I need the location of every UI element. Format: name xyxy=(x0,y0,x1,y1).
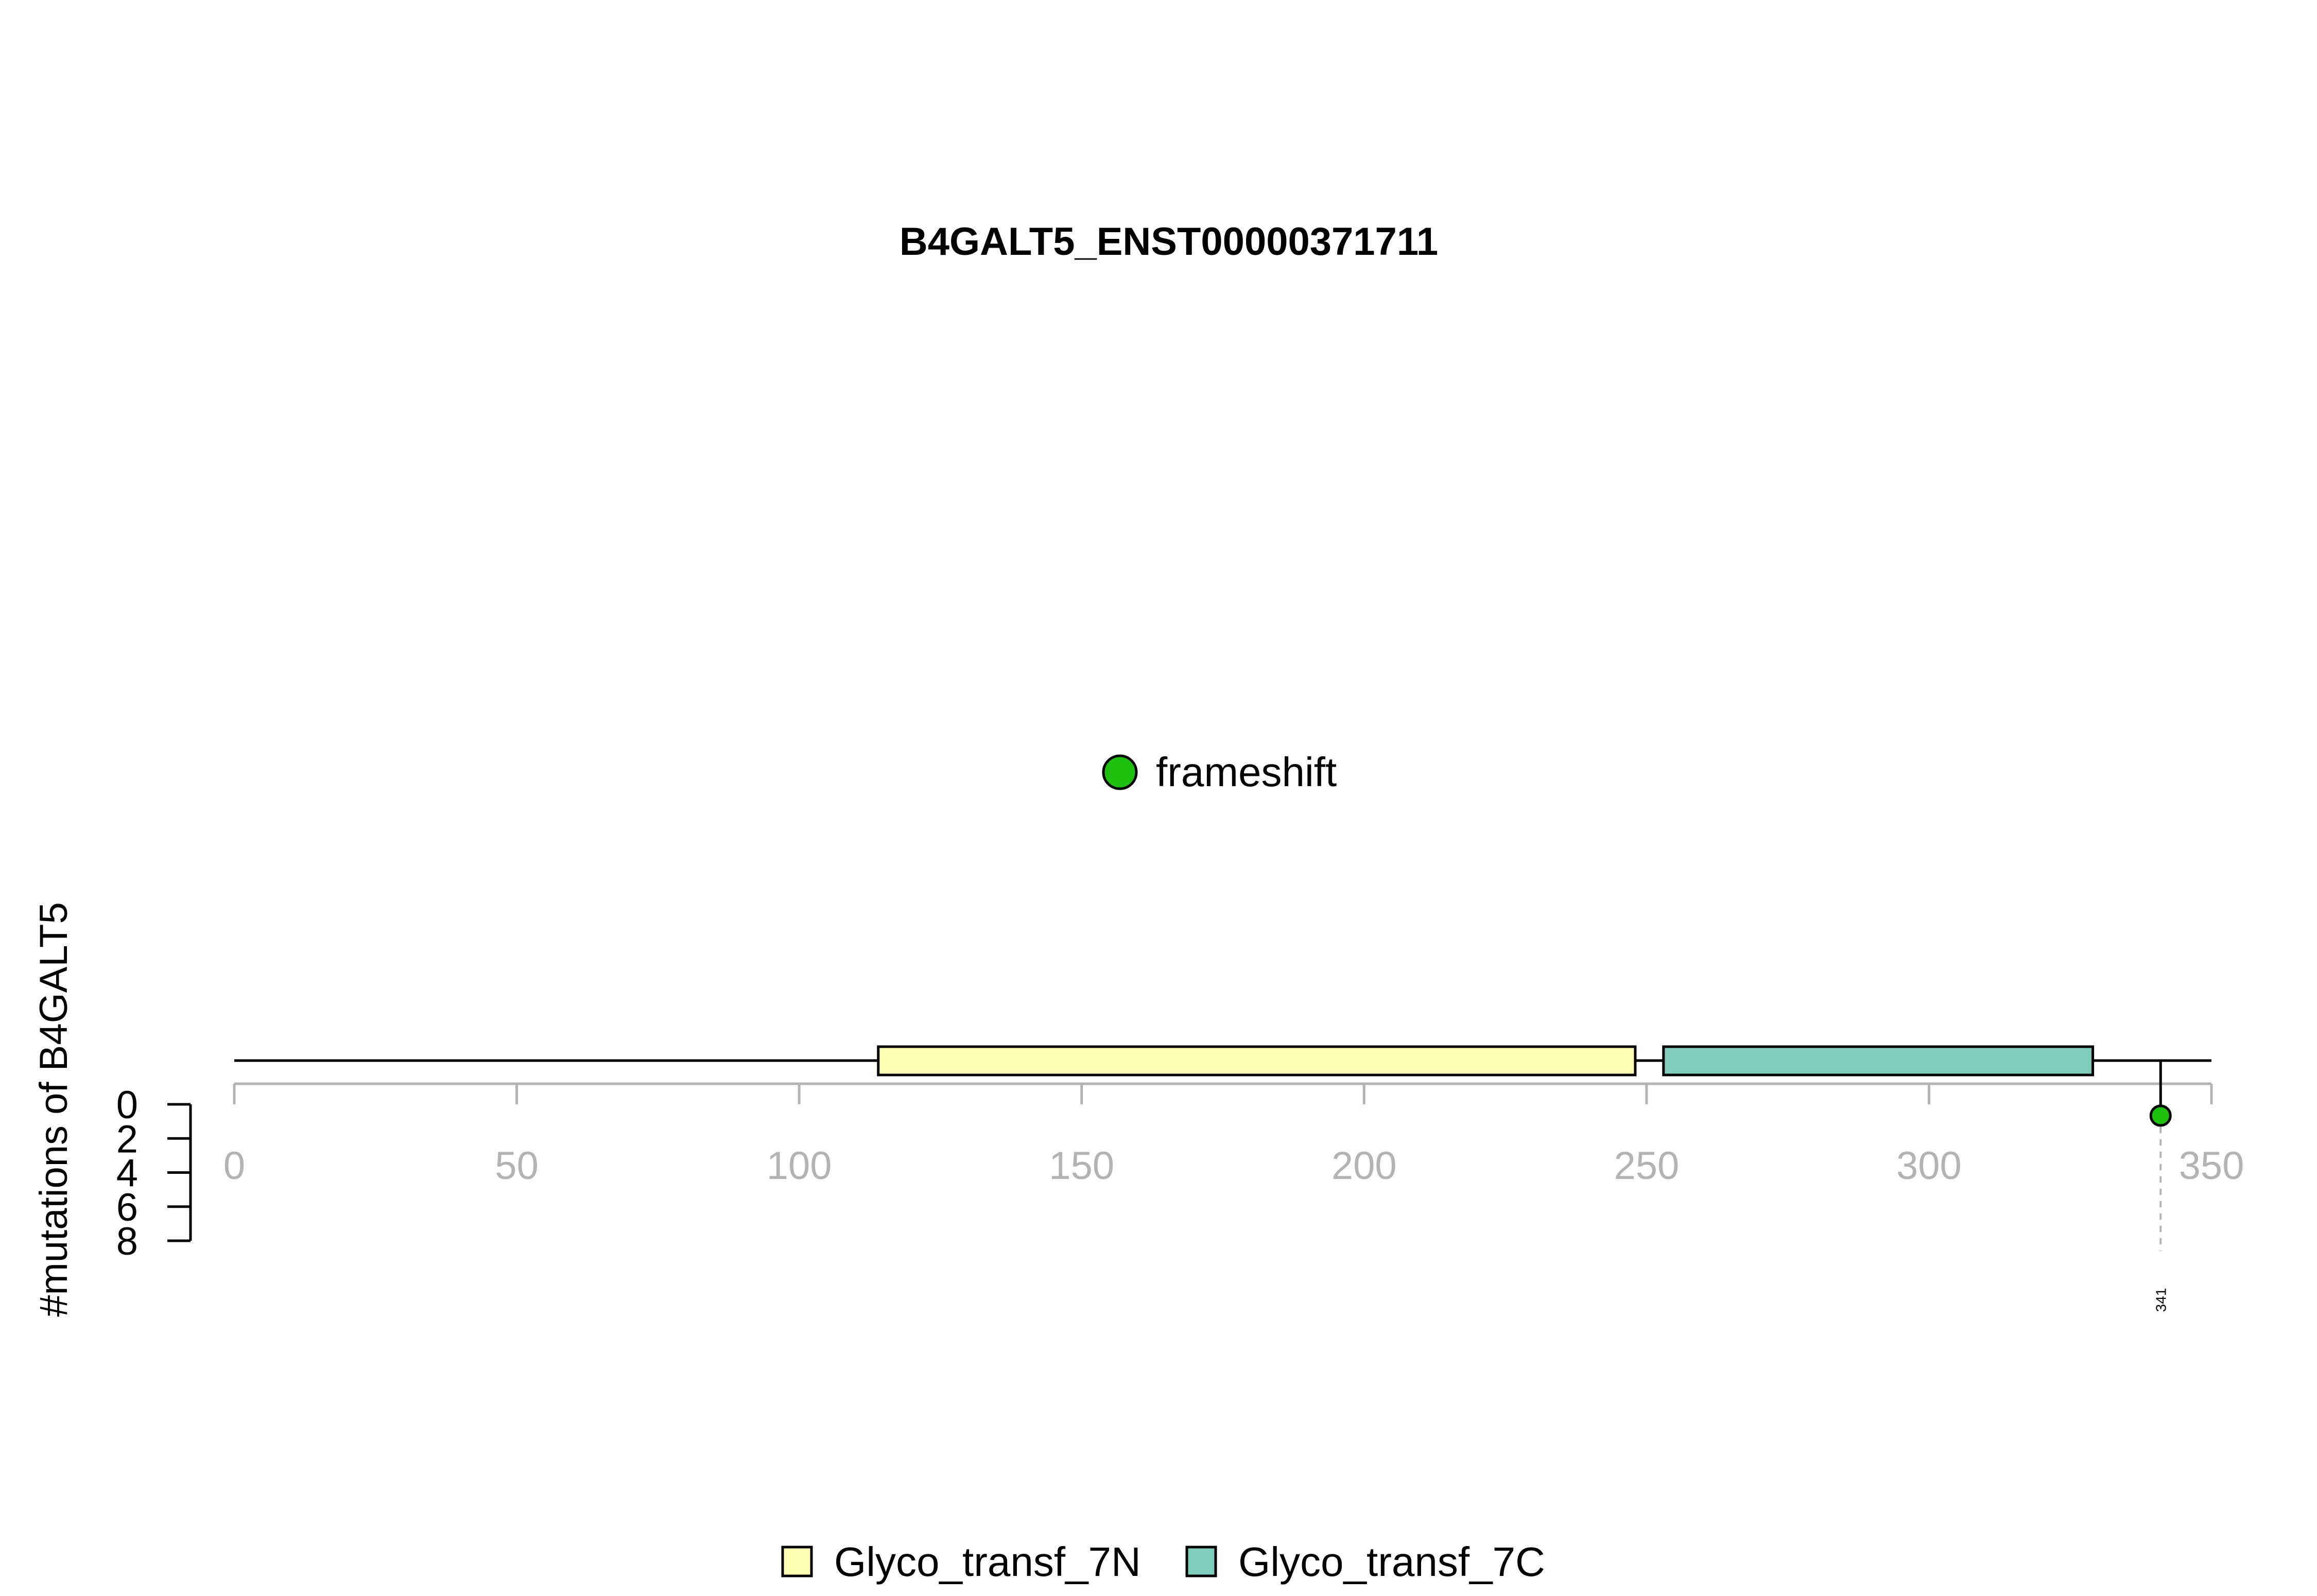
domain-Glyco_transf_7N xyxy=(877,1045,1637,1077)
x-tick-label-300: 300 xyxy=(1896,1144,1962,1188)
domain-Glyco_transf_7C xyxy=(1662,1045,2095,1077)
mutation-legend: frameshift xyxy=(1102,749,1337,795)
domain-legend: Glyco_transf_7N Glyco_transf_7C xyxy=(781,1539,1545,1585)
y-axis-label: #mutations of B4GALT5 xyxy=(32,902,76,1316)
x-tick-label-50: 50 xyxy=(495,1144,539,1188)
x-tick-label-100: 100 xyxy=(767,1144,832,1188)
legend-marker-frameshift xyxy=(1102,754,1138,790)
y-tick-label-4: 4 xyxy=(116,1152,138,1195)
domain-legend-swatch-Glyco_transf_7C xyxy=(1185,1546,1217,1577)
legend-label-frameshift: frameshift xyxy=(1156,749,1337,795)
mutation-point-341 xyxy=(2149,1104,2172,1127)
y-tick-label-2: 2 xyxy=(116,1117,138,1161)
x-tick-label-350: 350 xyxy=(2179,1144,2244,1188)
domains xyxy=(877,1045,2095,1077)
y-tick-label-0: 0 xyxy=(116,1083,138,1127)
domain-legend-label-Glyco_transf_7C: Glyco_transf_7C xyxy=(1238,1539,1545,1585)
domain-legend-swatch-Glyco_transf_7N xyxy=(781,1546,813,1577)
mutation-label-341: 341 xyxy=(2153,1288,2169,1312)
chart-title: B4GALT5_ENST00000371711 xyxy=(900,220,1438,264)
x-axis: 0 50 100 150 200 250 300 350 xyxy=(223,1082,2244,1188)
y-tick-label-6: 6 xyxy=(116,1186,138,1229)
mutations: 341 xyxy=(2149,1061,2172,1312)
domain-legend-label-Glyco_transf_7N: Glyco_transf_7N xyxy=(834,1539,1141,1585)
y-tick-label-8: 8 xyxy=(116,1220,138,1263)
x-tick-label-150: 150 xyxy=(1049,1144,1114,1188)
x-tick-label-200: 200 xyxy=(1332,1144,1397,1188)
x-tick-label-0: 0 xyxy=(223,1144,245,1188)
x-tick-label-250: 250 xyxy=(1614,1144,1679,1188)
